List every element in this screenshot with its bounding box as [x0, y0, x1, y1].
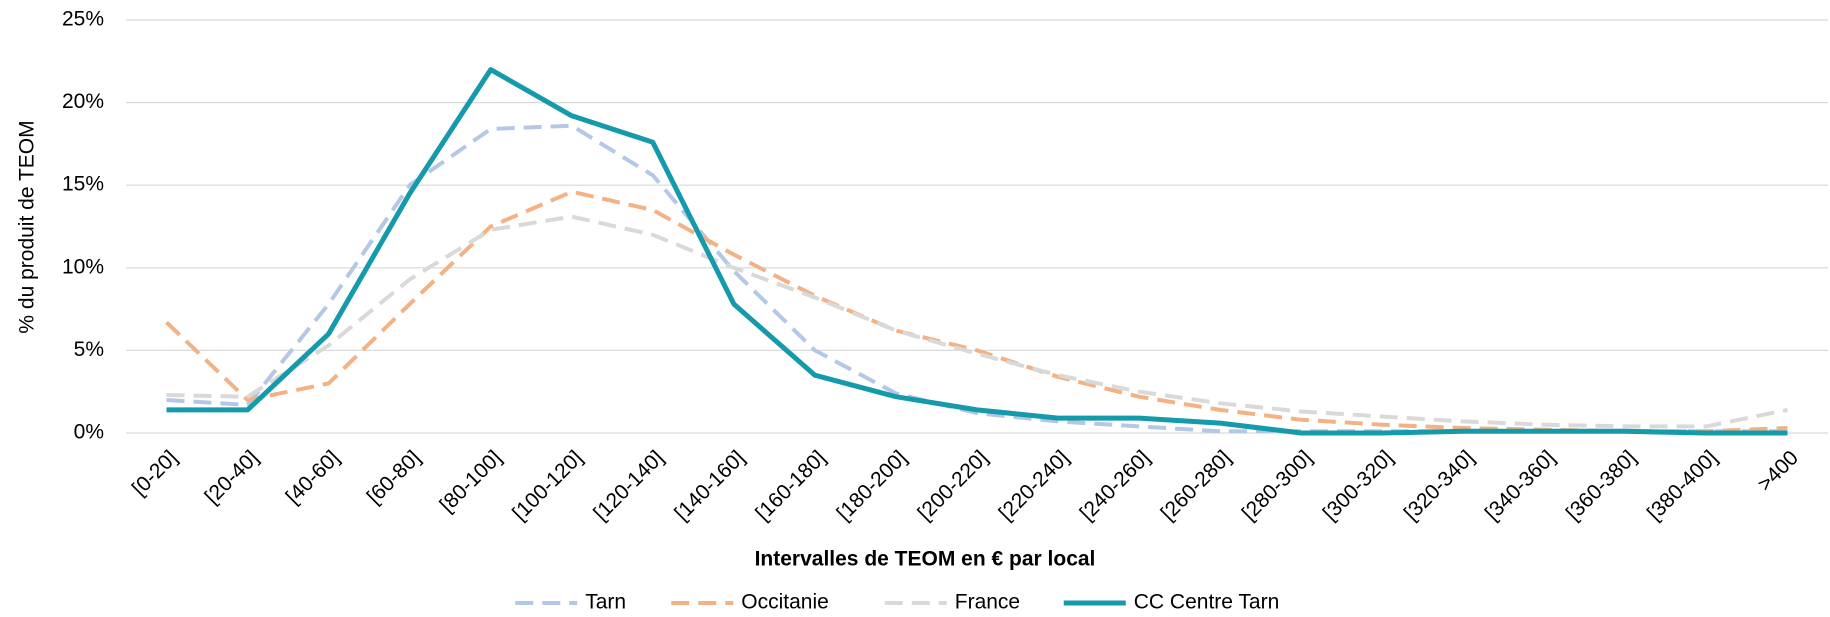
x-tick-label: [260-280]	[1157, 446, 1236, 525]
x-tick-label: [140-160]	[670, 446, 749, 525]
legend-label: Tarn	[585, 591, 626, 614]
y-tick-label: 5%	[74, 338, 104, 361]
x-tick-label: [80-100]	[435, 446, 506, 517]
x-tick-label: [300-320]	[1319, 446, 1398, 525]
x-tick-label: [280-300]	[1238, 446, 1317, 525]
x-tick-label: [180-200]	[832, 446, 911, 525]
x-tick-label: [120-140]	[589, 446, 668, 525]
y-tick-label: 20%	[62, 90, 104, 113]
x-tick-label: [40-60]	[282, 446, 345, 509]
y-tick-label: 15%	[62, 173, 104, 196]
legend-label: Occitanie	[741, 591, 829, 614]
series-line	[166, 67, 1788, 436]
y-tick-label: 10%	[62, 255, 104, 278]
x-tick-label: [0-20]	[128, 446, 182, 500]
y-tick-label: 0%	[74, 421, 104, 444]
x-tick-label: [320-340]	[1400, 446, 1479, 525]
x-tick-label: [340-360]	[1481, 446, 1560, 525]
x-tick-label: [60-80]	[363, 446, 426, 509]
x-tick-label: [380-400]	[1643, 446, 1722, 525]
series-line	[166, 123, 1788, 434]
x-tick-label: [360-380]	[1562, 446, 1641, 525]
y-tick-label: 25%	[62, 8, 104, 31]
legend-label: CC Centre Tarn	[1134, 591, 1280, 614]
x-tick-label: [200-220]	[913, 446, 992, 525]
y-axis-title: % du produit de TEOM	[16, 120, 39, 333]
legend-label: France	[955, 591, 1020, 614]
series-line	[166, 214, 1788, 429]
x-tick-label: >400	[1753, 446, 1803, 496]
x-tick-label: [240-260]	[1076, 446, 1155, 525]
x-tick-label: [20-40]	[201, 446, 264, 509]
x-axis-title: Intervalles de TEOM en € par local	[755, 548, 1096, 571]
x-tick-label: [220-240]	[994, 446, 1073, 525]
series-line	[165, 189, 1788, 434]
x-tick-label: [100-120]	[508, 446, 587, 525]
x-tick-label: [160-180]	[751, 446, 830, 525]
